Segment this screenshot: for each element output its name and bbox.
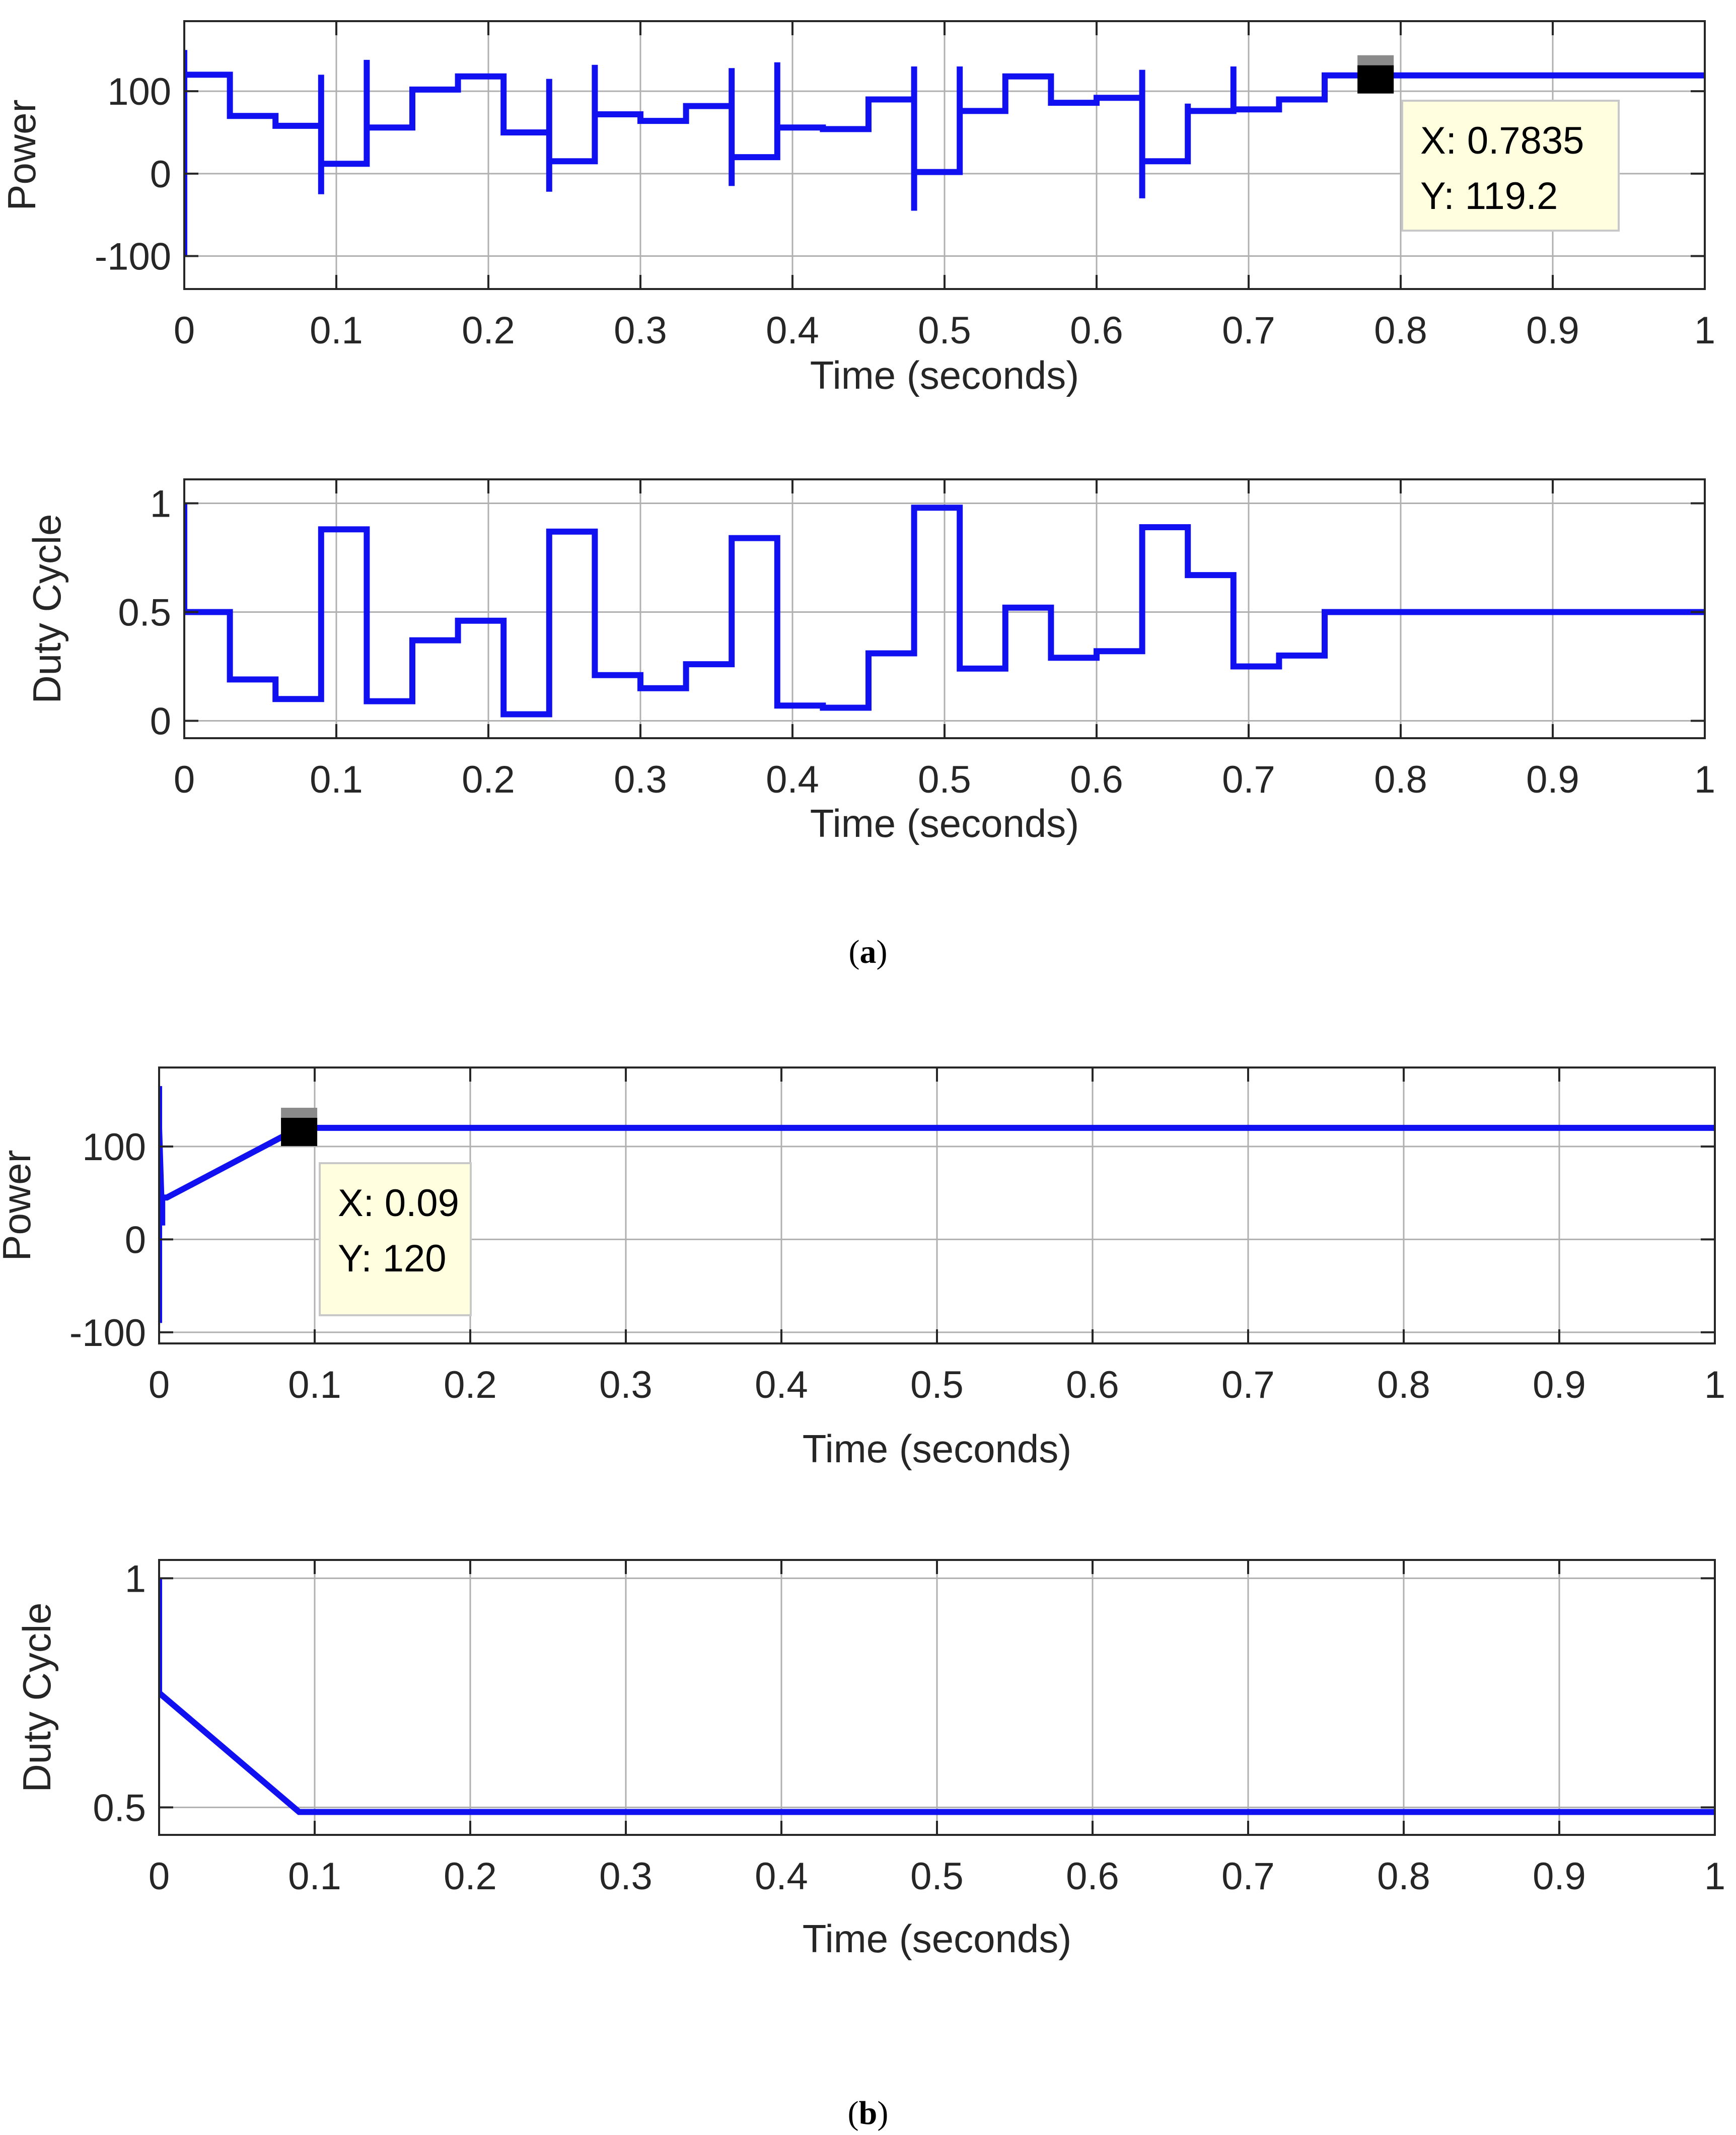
x-tick-label: 0.7 [1221, 1855, 1275, 1898]
x-tick-label: 0.2 [462, 309, 515, 352]
x-tick-label: 0.2 [444, 1855, 497, 1898]
x-tick-label: 0.6 [1066, 1855, 1119, 1898]
x-tick-label: 0.2 [444, 1364, 497, 1406]
x-tick-label: 0.3 [599, 1364, 653, 1406]
y-tick-label: 0 [150, 700, 171, 743]
y-tick-label: 1 [125, 1557, 146, 1600]
y-axis-label: Duty Cycle [25, 514, 69, 703]
x-tick-label: 0.1 [310, 758, 363, 801]
series-line [184, 503, 1705, 718]
x-tick-label: 0 [149, 1364, 170, 1406]
x-tick-label: 0.6 [1070, 309, 1123, 352]
plot-3: 0 0.1 0.2 0.3 0.4 0.5 0.6 0.7 0.8 0.9 1-1000100Tim… [0, 1066, 1725, 1471]
x-axis-label: Time (seconds) [810, 353, 1079, 397]
y-tick-label: 1 [150, 483, 171, 526]
x-axis-label: Time (seconds) [803, 1427, 1072, 1471]
datatip-marker [281, 1117, 318, 1146]
plot-2: 0 0.1 0.2 0.3 0.4 0.5 0.6 0.7 0.8 0.9 1 0 0.5 1 Time (… [25, 478, 1715, 845]
x-axis-label: Time (seconds) [810, 801, 1079, 845]
x-tick-label: 0.5 [918, 309, 971, 352]
x-tick-label: 0.8 [1374, 758, 1427, 801]
x-tick-label: 0.8 [1374, 309, 1427, 352]
series-line [184, 50, 1705, 256]
x-tick-label: 0.3 [599, 1855, 653, 1898]
x-tick-label: 0 [149, 1855, 170, 1898]
datatip-y-label: Y: 120 [338, 1237, 447, 1280]
svg-text:(a): (a) [849, 934, 888, 970]
y-axis-label: Power [0, 1150, 39, 1261]
x-tick-label: 0.8 [1377, 1855, 1430, 1898]
y-axis-label: Power [0, 99, 44, 210]
datatip-x-label: X: 0.09 [338, 1182, 459, 1225]
y-tick-label: 0.5 [93, 1787, 146, 1829]
y-axis-label: Duty Cycle [15, 1602, 59, 1792]
x-tick-label: 0.3 [614, 758, 667, 801]
x-tick-label: 0.9 [1533, 1855, 1586, 1898]
x-tick-label: 1 [1704, 1364, 1725, 1406]
y-tick-label: 0.5 [118, 591, 171, 634]
x-tick-label: 0.7 [1221, 1364, 1275, 1406]
x-tick-label: 0.5 [918, 758, 971, 801]
datatip-x-label: X: 0.7835 [1420, 119, 1584, 162]
x-tick-label: 0.5 [910, 1855, 964, 1898]
datatip: X: 0.7835 Y: 119.2 [1357, 55, 1620, 232]
x-tick-label: 0.5 [910, 1364, 964, 1406]
caption-a: (a) [849, 934, 888, 970]
x-tick-label: 0.4 [755, 1364, 808, 1406]
x-tick-label: 0.1 [288, 1855, 341, 1898]
x-tick-label: 0.6 [1070, 758, 1123, 801]
y-tick-label: 100 [82, 1126, 146, 1169]
caption-b-letter: b [859, 2095, 878, 2131]
y-tick-label: 100 [107, 70, 171, 113]
y-tick-label: -100 [69, 1312, 146, 1355]
x-tick-label: 0.4 [755, 1855, 808, 1898]
x-tick-label: 0.8 [1377, 1364, 1430, 1406]
series-line [159, 1578, 1715, 1815]
x-tick-label: 1 [1704, 1855, 1725, 1898]
x-tick-label: 0 [174, 309, 195, 352]
datatip-box [1401, 100, 1620, 232]
y-tick-label: 0 [150, 153, 171, 196]
caption-a-letter: a [860, 934, 877, 970]
datatip-box [319, 1162, 472, 1316]
datatip-y-label: Y: 119.2 [1420, 175, 1558, 218]
x-tick-label: 0.7 [1222, 309, 1275, 352]
x-tick-label: 0.4 [766, 758, 819, 801]
x-tick-label: 0.2 [462, 758, 515, 801]
svg-text:(b): (b) [848, 2095, 889, 2131]
x-tick-label: 0 [174, 758, 195, 801]
y-tick-label: -100 [95, 236, 171, 278]
x-tick-label: 0.6 [1066, 1364, 1119, 1406]
series-line [159, 1086, 1715, 1323]
x-tick-label: 1 [1694, 309, 1715, 352]
x-tick-label: 0.9 [1526, 309, 1579, 352]
x-tick-label: 1 [1694, 758, 1715, 801]
datatip-marker [1357, 65, 1394, 94]
x-tick-label: 0.9 [1526, 758, 1579, 801]
caption-b: (b) [848, 2095, 889, 2131]
datatip: X: 0.09 Y: 120 [281, 1107, 472, 1316]
x-tick-label: 0.7 [1222, 758, 1275, 801]
x-tick-label: 0.1 [288, 1364, 341, 1406]
x-axis-label: Time (seconds) [803, 1916, 1072, 1961]
x-tick-label: 0.1 [310, 309, 363, 352]
plots: 0 0.1 0.2 0.3 0.4 0.5 0.6 0.7 0.8 0.9 1-1000100Tim… [0, 20, 1725, 1961]
plot-1: 0 0.1 0.2 0.3 0.4 0.5 0.6 0.7 0.8 0.9 1-1000100Tim… [0, 20, 1715, 397]
x-tick-label: 0.9 [1533, 1364, 1586, 1406]
y-tick-label: 0 [125, 1219, 146, 1261]
x-tick-label: 0.4 [766, 309, 819, 352]
x-tick-label: 0.3 [614, 309, 667, 352]
plot-4: 0 0.1 0.2 0.3 0.4 0.5 0.6 0.7 0.8 0.9 1 0.5 1 Time (s… [15, 1557, 1725, 1961]
